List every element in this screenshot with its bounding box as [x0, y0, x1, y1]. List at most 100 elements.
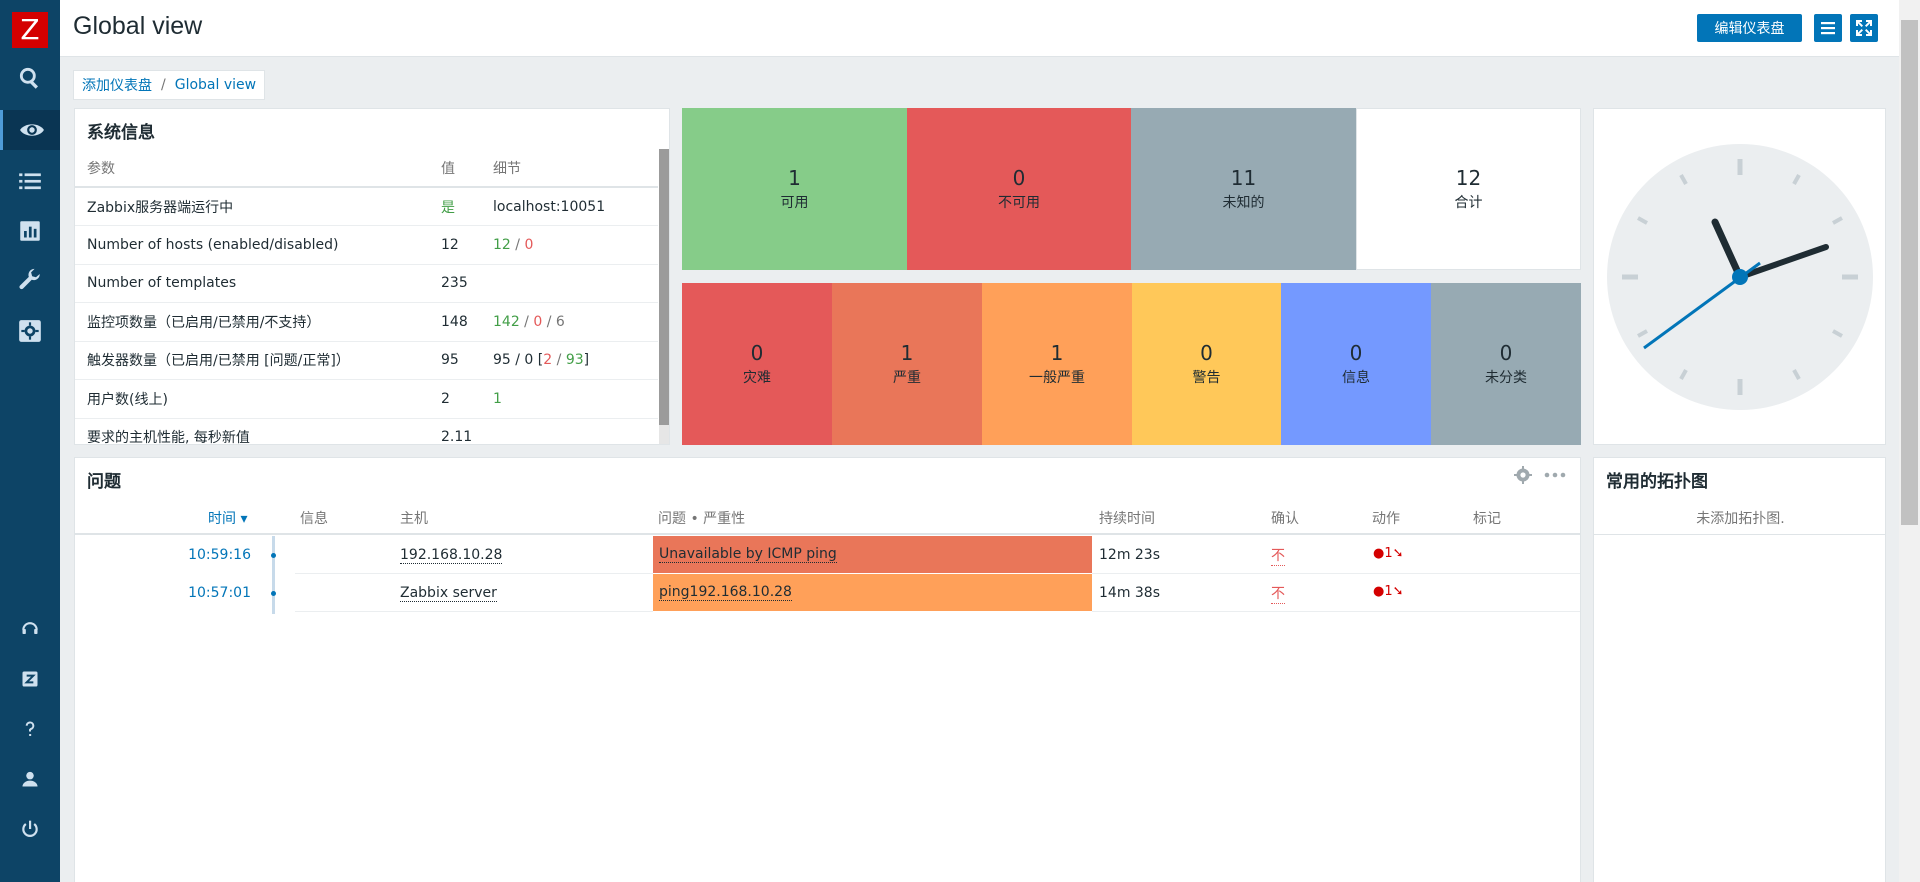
ok-count: 93 — [565, 352, 584, 369]
fullscreen-button[interactable] — [1850, 14, 1878, 42]
bracket-close: ] — [583, 352, 590, 369]
help-icon[interactable] — [0, 709, 60, 749]
column-header-time[interactable]: 时间 ▾ — [208, 511, 248, 527]
problem-time[interactable]: 10:57:01 — [188, 585, 251, 601]
list-icon[interactable] — [0, 161, 60, 201]
menu-button[interactable] — [1814, 14, 1842, 42]
widget-title: 系统信息 — [87, 123, 155, 143]
support-icon[interactable] — [0, 609, 60, 649]
severity-tile-information[interactable]: 0 信息 — [1281, 283, 1431, 445]
table-row: Number of hosts (enabled/disabled) 12 12… — [75, 225, 658, 265]
param-cell: 用户数(线上) — [75, 379, 441, 419]
disabled-count: 0 — [524, 236, 534, 253]
page-header: Global view 编辑仪表盘 — [60, 0, 1899, 57]
gear-icon[interactable] — [1514, 466, 1532, 484]
detail-cell: 95 / 0 [2 / 93] — [493, 341, 658, 380]
column-header-host[interactable]: 主机 — [400, 511, 428, 527]
column-header-actions: 动作 — [1372, 511, 1400, 527]
tile-count: 1 — [1050, 341, 1064, 365]
column-header-problem[interactable]: 问题 • 严重性 — [658, 511, 746, 527]
edit-dashboard-button[interactable]: 编辑仪表盘 — [1697, 14, 1802, 42]
timeline-dot — [271, 553, 276, 558]
tile-count: 12 — [1455, 166, 1482, 190]
problem-name[interactable]: Unavailable by ICMP ping — [659, 546, 837, 563]
problem-cell[interactable]: ping192.168.10.28 — [653, 574, 1092, 612]
problem-name[interactable]: ping192.168.10.28 — [659, 584, 792, 601]
column-header-info: 信息 — [300, 511, 328, 527]
problems-by-severity-widget: 0 灾难 1 严重 1 一般严重 0 警告 0 信息 0 未分类 — [682, 283, 1581, 445]
table-row: 监控项数量（已启用/已禁用/不支持） 148 142 / 0 / 6 — [75, 302, 658, 342]
problem-host[interactable]: 192.168.10.28 — [400, 547, 503, 564]
detail-cell: 1 — [493, 379, 658, 419]
eye-icon[interactable] — [0, 110, 60, 150]
zabbix-logo[interactable]: Z — [12, 12, 48, 48]
widget-scrollbar-thumb[interactable] — [659, 149, 669, 425]
disabled-count: 0 — [533, 313, 543, 330]
table-row: Number of templates 235 — [75, 264, 658, 303]
more-options-icon[interactable] — [1544, 466, 1566, 484]
value-cell: 2 — [441, 379, 493, 419]
problem-time[interactable]: 10:59:16 — [188, 547, 251, 563]
problem-host[interactable]: Zabbix server — [400, 585, 497, 602]
tile-label: 未知的 — [1222, 195, 1265, 211]
availability-tile-available[interactable]: 1 可用 — [682, 108, 907, 270]
power-icon[interactable] — [0, 809, 60, 849]
value-cell: 12 — [441, 225, 493, 265]
no-maps-message: 未添加拓扑图. — [1594, 498, 1885, 535]
breadcrumb-separator: / — [161, 77, 166, 93]
tile-count: 0 — [1012, 166, 1026, 190]
sidebar: Z — [0, 0, 60, 882]
problem-duration: 12m 23s — [1099, 547, 1161, 563]
slash: / — [552, 352, 566, 369]
search-icon[interactable] — [0, 58, 60, 98]
wrench-icon[interactable] — [0, 260, 60, 300]
tile-label: 不可用 — [998, 195, 1040, 211]
slash: / — [542, 313, 556, 330]
breadcrumb-parent-link[interactable]: 添加仪表盘 — [82, 78, 152, 94]
tile-label: 灾难 — [743, 370, 771, 386]
problem-ack[interactable]: 不 — [1271, 545, 1285, 566]
page-title: Global view — [73, 12, 203, 40]
value-cell: 148 — [441, 302, 493, 342]
unsupported-count: 6 — [555, 313, 565, 330]
column-header-ack: 确认 — [1271, 511, 1299, 527]
user-icon[interactable] — [0, 759, 60, 799]
availability-tile-total[interactable]: 12 合计 — [1356, 108, 1581, 270]
severity-tile-high[interactable]: 1 严重 — [832, 283, 982, 445]
problem-actions[interactable]: ●1➘ — [1373, 546, 1404, 561]
clock-face — [1607, 144, 1873, 410]
param-cell: 触发器数量（已启用/已禁用 [问题/正常]） — [75, 341, 441, 380]
severity-tile-not-classified[interactable]: 0 未分类 — [1431, 283, 1581, 445]
tile-label: 严重 — [893, 370, 921, 386]
problem-actions[interactable]: ●1➘ — [1373, 584, 1404, 599]
tile-count: 1 — [788, 166, 801, 190]
timeline-dot — [271, 591, 276, 596]
breadcrumb-current-link[interactable]: Global view — [174, 77, 257, 93]
severity-tile-warning[interactable]: 0 警告 — [1132, 283, 1281, 445]
tile-label: 警告 — [1192, 370, 1221, 386]
clock-widget — [1593, 108, 1886, 445]
tile-count: 11 — [1230, 166, 1257, 190]
detail-cell — [493, 264, 658, 303]
tile-label: 一般严重 — [1029, 370, 1085, 386]
widget-title: 常用的拓扑图 — [1606, 472, 1708, 492]
page-scrollbar[interactable] — [1899, 0, 1920, 882]
param-cell: Number of hosts (enabled/disabled) — [75, 225, 441, 265]
column-header-value: 值 — [441, 149, 493, 188]
zabbix-share-icon[interactable] — [0, 659, 60, 699]
page-scrollbar-thumb[interactable] — [1901, 20, 1918, 525]
severity-tile-disaster[interactable]: 0 灾难 — [682, 283, 832, 445]
slash: / — [519, 313, 534, 330]
problem-cell[interactable]: Unavailable by ICMP ping — [653, 536, 1092, 574]
availability-tile-unknown[interactable]: 11 未知的 — [1131, 108, 1356, 270]
problems-table-header: 时间 ▾ 信息 主机 问题 • 严重性 持续时间 确认 动作 标记 — [75, 498, 1580, 535]
problem-ack[interactable]: 不 — [1271, 583, 1285, 604]
value-cell: 235 — [441, 264, 493, 303]
table-row: 用户数(线上) 2 1 — [75, 379, 658, 419]
severity-tile-average[interactable]: 1 一般严重 — [982, 283, 1132, 445]
chart-icon[interactable] — [0, 211, 60, 251]
gear-icon[interactable] — [0, 311, 60, 351]
availability-tile-unavailable[interactable]: 0 不可用 — [907, 108, 1131, 270]
actions-count: 1 — [1384, 584, 1393, 599]
tile-count: 0 — [1200, 341, 1213, 365]
